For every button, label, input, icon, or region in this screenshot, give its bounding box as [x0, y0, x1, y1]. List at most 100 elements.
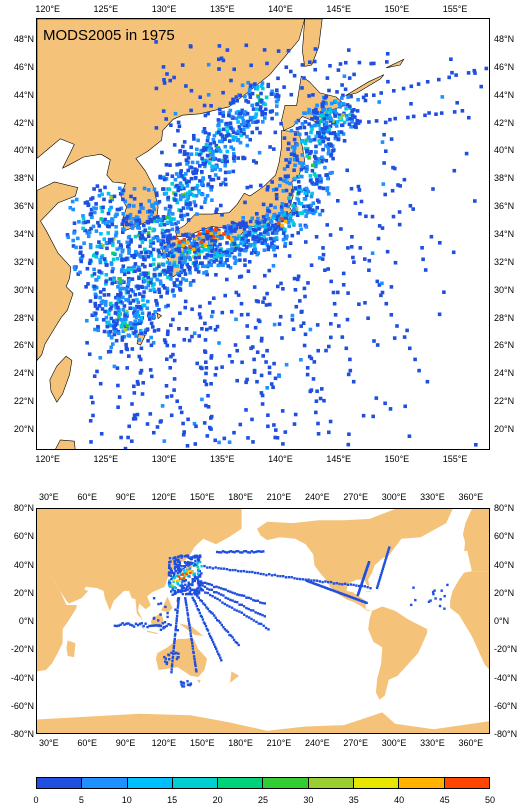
observation-cell	[193, 660, 197, 663]
observation-cell	[310, 117, 314, 121]
observation-cell	[307, 135, 311, 139]
observation-cell	[238, 422, 243, 427]
observation-cell	[292, 153, 297, 158]
observation-cell	[188, 266, 192, 270]
observation-cell	[234, 258, 238, 263]
observation-cell	[273, 205, 277, 210]
observation-cell	[206, 591, 209, 595]
observation-cell	[221, 250, 226, 255]
observation-cell	[315, 110, 319, 115]
y-tick-label: 28°N	[494, 312, 515, 323]
x-tick-label: 60°E	[77, 492, 97, 502]
observation-cell	[363, 257, 367, 261]
observation-cell	[208, 234, 213, 239]
observation-cell	[86, 219, 90, 224]
observation-cell	[185, 593, 188, 596]
observation-cell	[74, 197, 79, 202]
observation-cell	[340, 335, 345, 339]
observation-cell	[172, 574, 176, 577]
observation-cell	[268, 573, 271, 576]
observation-cell	[184, 181, 189, 185]
observation-cell	[241, 551, 244, 554]
observation-cell	[212, 256, 217, 260]
observation-cell	[162, 286, 167, 290]
observation-cell	[243, 613, 246, 616]
observation-cell	[185, 162, 189, 166]
observation-cell	[162, 177, 167, 182]
observation-cell	[185, 572, 188, 575]
observation-cell	[108, 329, 113, 334]
observation-cell	[242, 94, 247, 99]
observation-cell	[340, 96, 344, 100]
observation-cell	[174, 221, 178, 226]
observation-cell	[152, 187, 157, 191]
observation-cell	[210, 238, 214, 243]
observation-cell	[94, 229, 99, 233]
observation-cell	[305, 148, 309, 153]
observation-cell	[215, 207, 219, 212]
observation-cell	[304, 225, 309, 229]
observation-cell	[241, 220, 245, 224]
land-australia	[155, 637, 208, 678]
observation-cell	[252, 551, 255, 554]
observation-cell	[171, 571, 174, 575]
observation-cell	[175, 162, 179, 167]
observation-cell	[291, 212, 296, 216]
observation-cell	[205, 272, 209, 277]
observation-cell	[148, 209, 152, 214]
observation-cell	[218, 654, 221, 657]
observation-cell	[261, 86, 265, 91]
observation-cell	[209, 104, 213, 108]
observation-cell	[290, 233, 295, 238]
observation-cell	[356, 97, 360, 102]
observation-cell	[274, 428, 278, 432]
observation-cell	[363, 601, 367, 604]
observation-cell	[293, 132, 298, 136]
observation-cell	[152, 219, 156, 223]
observation-cell	[349, 125, 353, 129]
observation-cell	[263, 102, 267, 107]
observation-cell	[239, 551, 242, 554]
observation-cell	[187, 619, 190, 623]
observation-cell	[184, 202, 189, 206]
observation-cell	[288, 192, 293, 197]
observation-cell	[262, 248, 267, 252]
observation-cell	[264, 237, 269, 242]
observation-cell	[97, 304, 102, 308]
observation-cell	[278, 183, 282, 188]
observation-cell	[166, 615, 169, 619]
observation-cell	[150, 203, 154, 207]
y-tick-label: 60°N	[494, 531, 515, 542]
observation-cell	[225, 568, 229, 571]
observation-cell	[170, 174, 175, 178]
observation-cell	[148, 288, 153, 293]
observation-cell	[98, 356, 103, 360]
observation-cell	[352, 260, 356, 264]
observation-cell	[94, 255, 99, 259]
observation-cell	[274, 222, 278, 227]
observation-cell	[158, 624, 161, 627]
observation-cell	[123, 199, 128, 204]
y-tick-label: 28°N	[13, 312, 34, 323]
observation-cell	[227, 550, 230, 554]
observation-cell	[354, 125, 358, 130]
observation-cell	[164, 191, 169, 196]
observation-cell	[174, 608, 177, 611]
observation-cell	[168, 658, 171, 661]
observation-cell	[171, 586, 174, 589]
observation-cell	[142, 624, 145, 628]
observation-cell	[397, 222, 402, 227]
observation-cell	[265, 386, 269, 390]
observation-cell	[179, 213, 184, 218]
observation-cell	[250, 216, 255, 221]
observation-cell	[198, 261, 203, 265]
observation-cell	[227, 354, 232, 358]
observation-cell	[208, 157, 213, 161]
observation-cell	[115, 318, 119, 323]
observation-cell	[90, 313, 95, 318]
observation-cell	[393, 260, 398, 265]
observation-cell	[232, 236, 237, 240]
observation-cell	[307, 580, 310, 583]
observation-cell	[317, 119, 322, 124]
observation-cell	[175, 399, 179, 403]
